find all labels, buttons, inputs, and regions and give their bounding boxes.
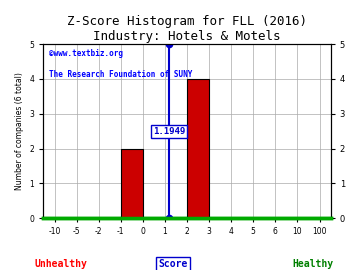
Text: Unhealthy: Unhealthy: [35, 259, 87, 269]
Text: ©www.textbiz.org: ©www.textbiz.org: [49, 49, 123, 58]
Text: Score: Score: [158, 259, 188, 269]
Text: Healthy: Healthy: [293, 259, 334, 269]
Y-axis label: Number of companies (6 total): Number of companies (6 total): [15, 72, 24, 190]
Text: The Research Foundation of SUNY: The Research Foundation of SUNY: [49, 70, 193, 79]
Bar: [121, 148, 143, 218]
Text: 1.1949: 1.1949: [153, 127, 185, 136]
Title: Z-Score Histogram for FLL (2016)
Industry: Hotels & Motels: Z-Score Histogram for FLL (2016) Industr…: [67, 15, 307, 43]
Bar: [187, 79, 209, 218]
